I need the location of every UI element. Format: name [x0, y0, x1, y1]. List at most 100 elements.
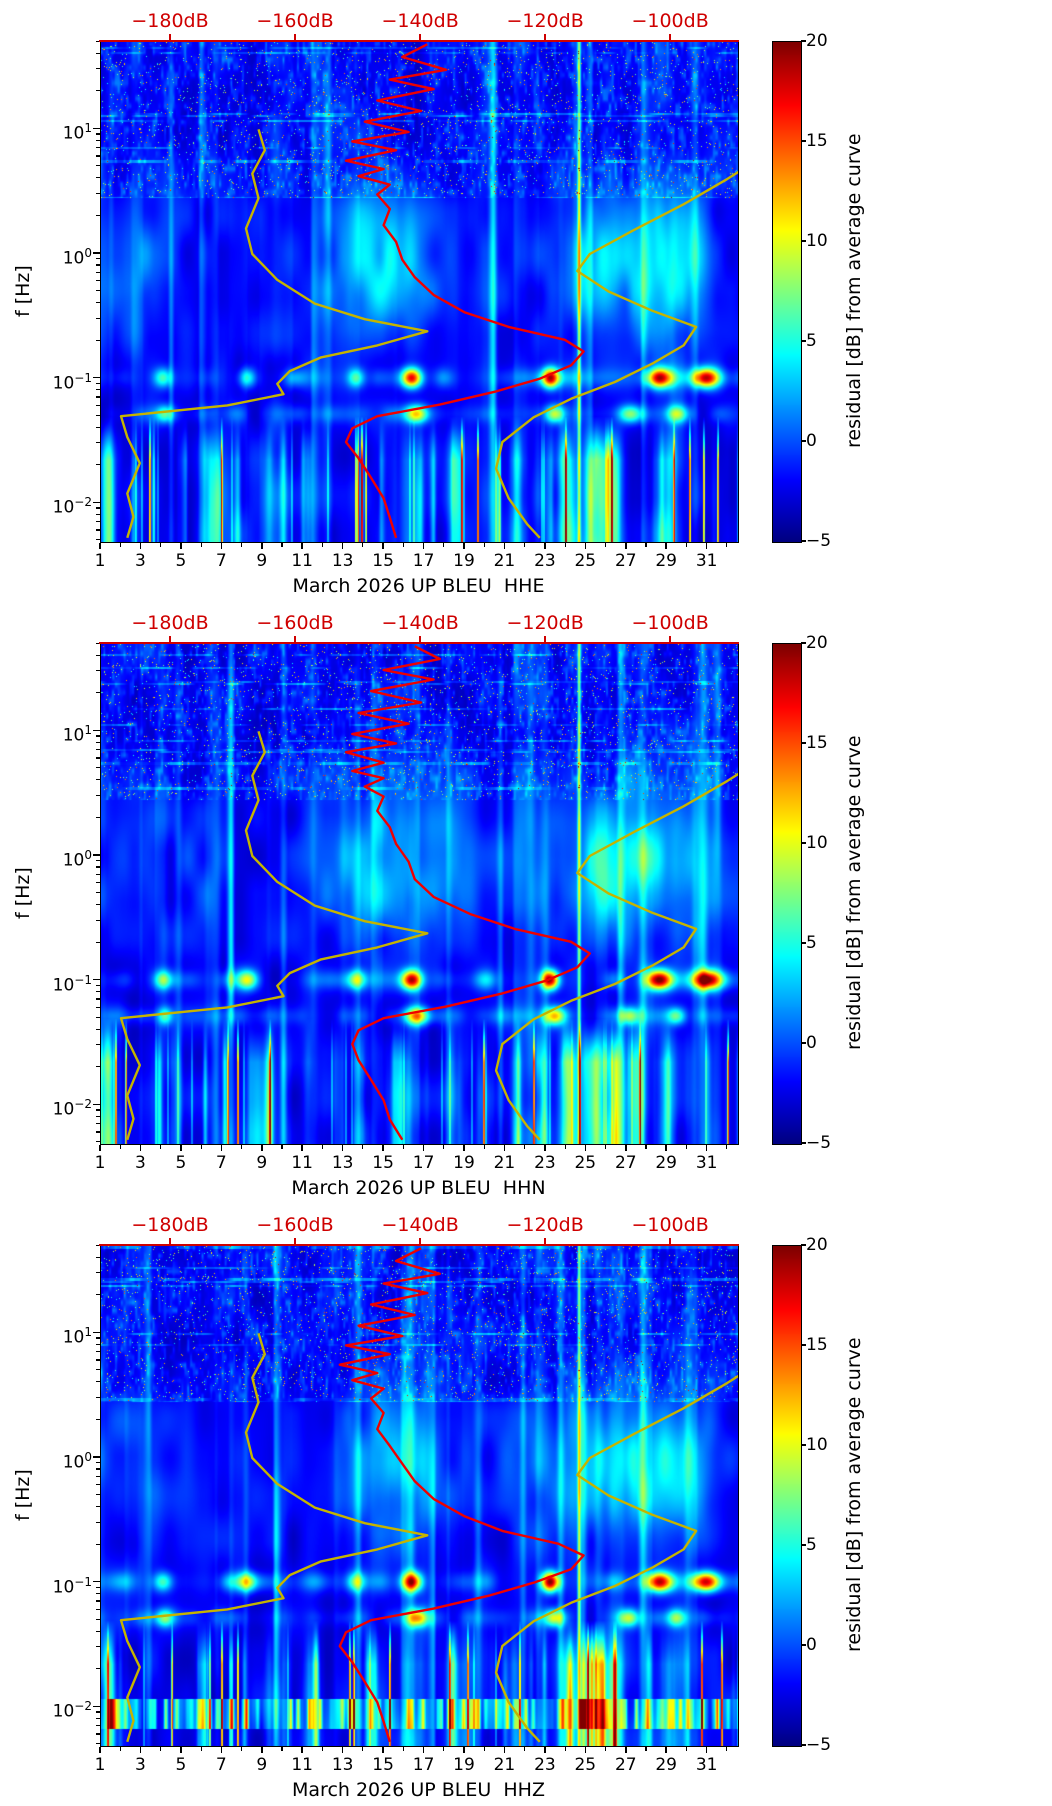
x-major-tick: [665, 1747, 667, 1753]
x-major-tick: [341, 1747, 344, 1753]
x-minor-tick: [524, 543, 526, 547]
x-axis-tick-label: 29: [655, 1755, 678, 1775]
x-axis-tick-label: 11: [291, 1755, 314, 1775]
colorbar-label: residual [dB] from average curve: [843, 133, 865, 449]
colorbar-tick: [801, 1544, 806, 1546]
x-minor-tick: [604, 1747, 607, 1751]
x-minor-tick: [281, 543, 283, 547]
x-axis-tick-label: 7: [215, 1153, 227, 1173]
y-minor-tick: [96, 1123, 100, 1125]
y-minor-tick: [96, 1006, 100, 1008]
y-minor-tick: [96, 1608, 100, 1610]
y-minor-tick: [96, 866, 100, 868]
y-minor-tick: [96, 1711, 100, 1713]
x-axis-tick-label: 21: [493, 1153, 516, 1173]
y-axis-tick-label: 10−2: [52, 495, 92, 519]
top-axis-db-tick-label: −100dB: [631, 10, 709, 32]
y-minor-tick: [96, 1343, 100, 1345]
x-axis-tick-label: 1: [94, 1755, 106, 1775]
y-minor-tick: [96, 165, 100, 167]
x-axis-tick-label: 9: [256, 551, 268, 571]
y-minor-tick: [96, 389, 100, 391]
colorbar-tick: [801, 642, 806, 644]
x-axis-tick-label: 23: [534, 551, 556, 571]
colorbar-tick: [801, 842, 806, 844]
x-minor-tick: [160, 1747, 162, 1751]
x-minor-tick: [362, 1145, 364, 1149]
top-axis-db-tick-label: −160dB: [256, 10, 334, 32]
x-axis-tick-label: 9: [256, 1153, 268, 1173]
x-minor-tick: [281, 1747, 283, 1751]
top-axis-tick: [294, 1238, 297, 1244]
x-major-tick: [422, 1747, 425, 1753]
x-minor-tick: [321, 1747, 324, 1751]
x-minor-tick: [604, 543, 607, 547]
x-axis-tick-label: 23: [534, 1153, 556, 1173]
y-axis-label: f [Hz]: [12, 867, 34, 919]
y-axis-tick-label: 10−2: [52, 1097, 92, 1121]
x-minor-tick: [362, 543, 364, 547]
top-axis-db-tick-label: −100dB: [631, 1214, 709, 1236]
top-axis-tick: [544, 34, 547, 40]
x-minor-tick: [564, 1145, 566, 1149]
y-major-tick: [93, 127, 100, 130]
y-minor-tick: [96, 891, 100, 894]
y-major-tick: [93, 729, 100, 732]
x-axis-tick-label: 21: [493, 1755, 516, 1775]
x-major-tick: [180, 1747, 182, 1753]
x-minor-tick: [564, 543, 566, 547]
x-minor-tick: [685, 543, 688, 547]
x-axis-tick-label: 19: [453, 551, 475, 571]
y-minor-tick: [96, 1028, 100, 1030]
y-minor-tick: [96, 919, 100, 921]
colorbar-tick-label: 15: [806, 1335, 828, 1355]
y-minor-tick: [96, 139, 100, 141]
colorbar-tick: [801, 540, 806, 542]
x-minor-tick: [281, 1145, 283, 1149]
x-major-tick: [261, 1145, 263, 1151]
top-axis-db-tick-label: −100dB: [631, 612, 709, 634]
y-minor-tick: [96, 816, 100, 819]
x-major-tick: [180, 543, 182, 549]
y-minor-tick: [96, 1475, 100, 1477]
x-minor-tick: [524, 1145, 526, 1149]
x-major-tick: [139, 543, 142, 549]
x-minor-tick: [564, 1747, 566, 1751]
x-axis-tick-label: 23: [534, 1755, 556, 1775]
y-minor-tick: [96, 1418, 100, 1421]
y-major-tick: [93, 501, 100, 504]
top-axis-tick: [669, 1238, 672, 1244]
y-minor-tick: [96, 396, 100, 398]
x-axis-tick-label: 19: [453, 1153, 475, 1173]
top-axis-tick: [169, 34, 171, 40]
y-minor-tick: [96, 1066, 100, 1068]
x-axis-tick-label: 13: [331, 551, 354, 571]
y-minor-tick: [96, 521, 100, 523]
top-axis-spine: [99, 40, 739, 42]
y-minor-tick: [96, 40, 100, 42]
y-minor-tick: [96, 317, 100, 319]
colorbar-tick-label: 10: [806, 1435, 828, 1455]
x-axis-tick-label: 25: [574, 1153, 597, 1173]
y-minor-tick: [96, 1244, 100, 1246]
y-minor-tick: [96, 1743, 100, 1745]
x-minor-tick: [443, 543, 445, 547]
y-minor-tick: [96, 1593, 100, 1595]
colorbar: [772, 41, 802, 543]
y-major-tick: [93, 1331, 100, 1334]
y-major-tick: [93, 1103, 100, 1106]
y-minor-tick: [96, 155, 100, 157]
x-minor-tick: [726, 543, 728, 547]
x-major-tick: [544, 1747, 546, 1753]
high-noise-model-curve: [494, 1374, 738, 1743]
y-minor-tick: [96, 1725, 100, 1727]
colorbar-tick-label: 20: [806, 633, 828, 653]
x-axis-tick-label: 15: [372, 551, 394, 571]
x-major-tick: [503, 1145, 506, 1151]
top-axis-tick: [669, 34, 672, 40]
y-minor-tick: [96, 513, 100, 516]
spectrogram-plot-area: [100, 1245, 739, 1747]
x-axis-tick-label: 15: [372, 1755, 394, 1775]
x-major-tick: [422, 543, 425, 549]
x-major-tick: [665, 543, 667, 549]
